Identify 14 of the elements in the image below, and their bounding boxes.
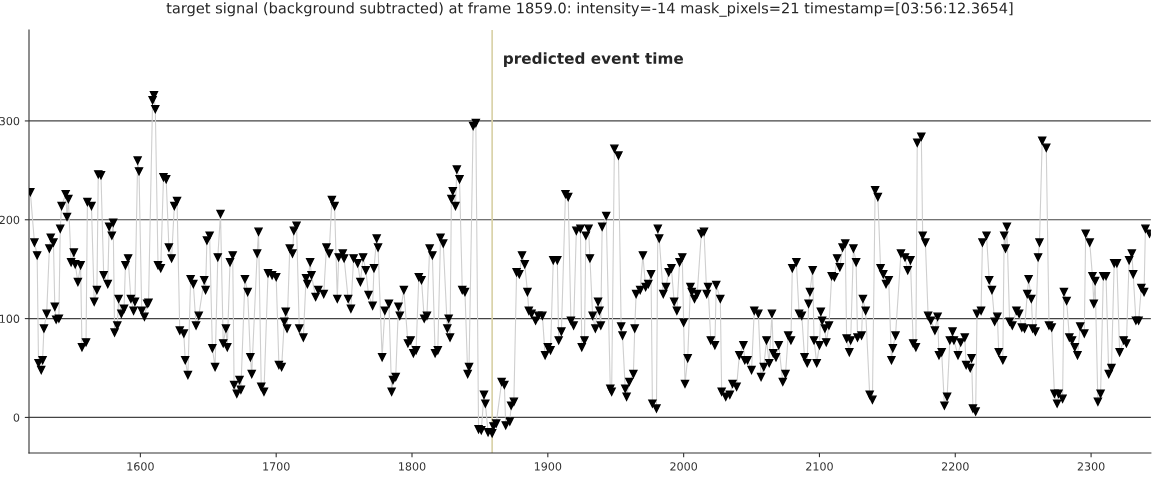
- ref-line-label: predicted event time: [504, 52, 684, 67]
- x-tick-label: 2100: [806, 462, 833, 471]
- chart-title: target signal (background subtracted) at frame 1859.0: intensity=-14 mask_pixels=21 timestamp=[03:56:12.3654]: [166, 2, 1013, 17]
- y-tick-label: 100: [0, 314, 20, 323]
- y-tick-label: 300: [0, 116, 20, 126]
- y-tick-label: 200: [0, 215, 20, 225]
- x-tick-label: 2000: [670, 462, 698, 471]
- x-tick-label: 2200: [941, 462, 969, 471]
- y-tick-label: 0: [13, 413, 20, 422]
- x-tick-label: 1600: [127, 462, 154, 471]
- x-tick-label: 1700: [263, 462, 290, 471]
- x-tick-label: 1800: [399, 462, 426, 471]
- x-tick-label: 1900: [534, 462, 562, 471]
- x-tick-label: 2300: [1077, 462, 1105, 471]
